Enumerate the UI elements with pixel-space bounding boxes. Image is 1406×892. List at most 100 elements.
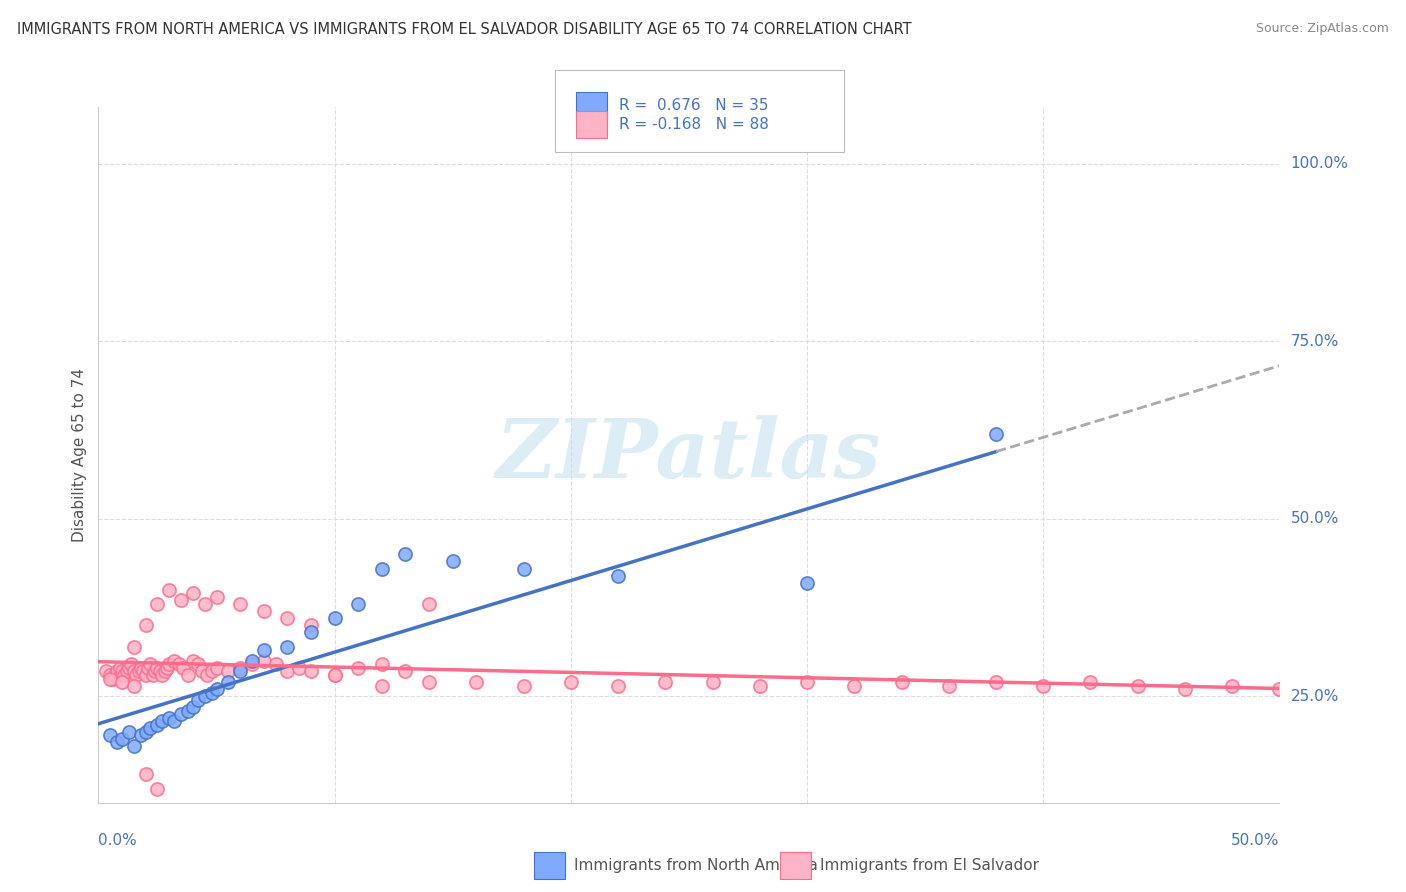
Point (98, 668, 121, 682)
Point (125, 668, 148, 682)
Point (150, 714, 173, 728)
Point (607, 568, 630, 582)
Point (890, 675, 912, 690)
Point (217, 675, 239, 690)
Point (1080, 675, 1102, 690)
Point (163, 714, 186, 728)
Point (299, 665, 322, 679)
Point (654, 675, 676, 690)
Point (135, 767, 157, 781)
Point (135, 668, 157, 682)
Point (253, 604, 276, 618)
Point (157, 582, 180, 597)
Point (1174, 682, 1197, 697)
Point (111, 675, 134, 690)
Point (512, 679, 534, 693)
Point (253, 654, 276, 668)
Point (938, 679, 960, 693)
Point (101, 672, 124, 686)
Point (394, 665, 416, 679)
Point (276, 611, 298, 625)
Point (149, 665, 172, 679)
Point (323, 668, 346, 682)
Text: 100.0%: 100.0% (1291, 156, 1348, 171)
Point (276, 640, 298, 654)
Point (136, 661, 159, 675)
Point (394, 547, 416, 561)
Point (135, 724, 157, 739)
Point (1126, 679, 1149, 693)
Y-axis label: Disability Age 65 to 74: Disability Age 65 to 74 (72, 368, 87, 542)
Point (121, 657, 143, 672)
Point (122, 679, 145, 693)
Text: 50.0%: 50.0% (1232, 833, 1279, 848)
Point (1268, 682, 1291, 697)
Point (796, 575, 818, 590)
Point (108, 661, 131, 675)
Point (156, 661, 179, 675)
Point (172, 661, 194, 675)
Point (1032, 679, 1054, 693)
Point (146, 781, 169, 796)
Text: Source: ZipAtlas.com: Source: ZipAtlas.com (1256, 22, 1389, 36)
Text: ZIPatlas: ZIPatlas (496, 415, 882, 495)
Point (157, 657, 180, 672)
Point (139, 657, 162, 672)
Point (748, 679, 770, 693)
Text: Immigrants from North America: Immigrants from North America (574, 858, 817, 872)
Point (122, 640, 145, 654)
Point (132, 665, 155, 679)
Point (181, 654, 204, 668)
Point (418, 597, 440, 611)
Point (142, 668, 165, 682)
Text: 50.0%: 50.0% (1291, 511, 1339, 526)
Point (276, 665, 298, 679)
Point (150, 668, 173, 682)
Point (844, 679, 866, 693)
Point (347, 661, 370, 675)
Point (201, 665, 224, 679)
Point (201, 686, 224, 700)
Point (135, 618, 157, 632)
Point (170, 593, 193, 607)
Point (205, 682, 228, 697)
Point (371, 561, 394, 575)
Point (299, 618, 322, 632)
Point (205, 661, 228, 675)
Point (288, 661, 311, 675)
Point (195, 668, 218, 682)
Point (128, 665, 150, 679)
Point (702, 675, 724, 690)
Point (371, 679, 394, 693)
Point (323, 668, 346, 682)
Point (170, 707, 193, 722)
Point (139, 721, 162, 735)
Point (157, 710, 180, 724)
Point (163, 654, 186, 668)
Point (115, 665, 138, 679)
Point (111, 731, 134, 746)
Point (129, 728, 152, 742)
Point (984, 426, 1007, 441)
Point (146, 661, 169, 675)
Point (194, 597, 217, 611)
Point (111, 665, 134, 679)
Point (112, 668, 135, 682)
Point (153, 665, 176, 679)
Point (217, 665, 239, 679)
Point (229, 597, 252, 611)
Point (465, 675, 488, 690)
Point (1220, 679, 1243, 693)
Point (104, 668, 127, 682)
Text: 25.0%: 25.0% (1291, 689, 1339, 704)
Point (118, 661, 141, 675)
Point (347, 597, 370, 611)
Text: 75.0%: 75.0% (1291, 334, 1339, 349)
Point (607, 679, 630, 693)
Point (187, 693, 209, 707)
Point (122, 665, 145, 679)
Point (122, 739, 145, 753)
Point (146, 717, 169, 731)
Point (177, 668, 200, 682)
Point (240, 654, 263, 668)
